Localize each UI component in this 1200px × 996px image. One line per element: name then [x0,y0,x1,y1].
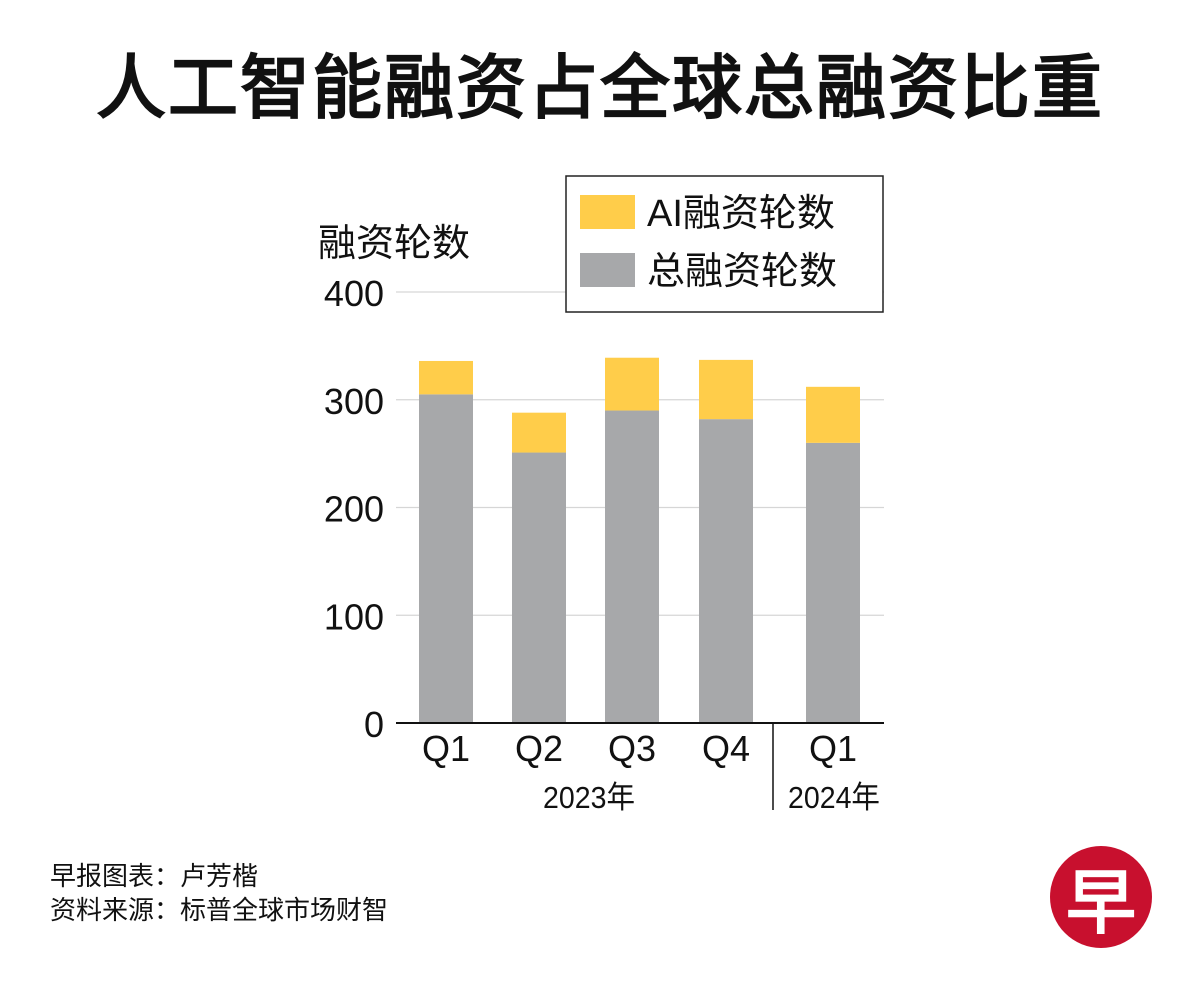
year-group-label: 2023年 [543,781,635,815]
bar-total-segment [512,452,566,723]
bar-ai-segment [806,386,860,443]
year-group-label: 2024年 [788,781,880,815]
x-tick-label: Q4 [702,728,750,769]
x-tick-label: Q2 [515,728,563,769]
y-tick-label: 300 [324,381,384,422]
y-tick-label: 200 [324,489,384,530]
legend-swatch [580,195,635,229]
logo-glyph: 早 [1066,860,1136,944]
bar-total-segment [806,442,860,723]
bar-total-segment [419,394,473,723]
legend-label: 总融资轮数 [647,251,837,293]
x-tick-label: Q1 [809,728,857,769]
x-tick-label: Q1 [422,728,470,769]
credit-line: 早报图表：卢芳楷 [50,862,259,892]
y-tick-label: 400 [324,273,384,314]
y-axis-label: 融资轮数 [318,223,470,265]
zaobao-logo: 早 [1050,846,1152,948]
legend-label: AI融资轮数 [647,193,835,235]
bar-ai-segment [699,359,753,420]
bar-total-segment [605,410,659,723]
y-tick-label: 0 [364,704,384,745]
bar-total-segment [699,419,753,723]
source-line: 资料来源：标普全球市场财智 [50,896,389,926]
chart-title: 人工智能融资占全球总融资比重 [96,47,1104,129]
chart-footer: 早报图表：卢芳楷 资料来源：标普全球市场财智 [50,860,388,928]
legend-swatch [580,253,635,287]
bar-ai-segment [419,360,473,395]
x-tick-label: Q3 [608,728,656,769]
bar-ai-segment [512,412,566,453]
bar-ai-segment [605,357,659,411]
y-tick-label: 100 [324,596,384,637]
